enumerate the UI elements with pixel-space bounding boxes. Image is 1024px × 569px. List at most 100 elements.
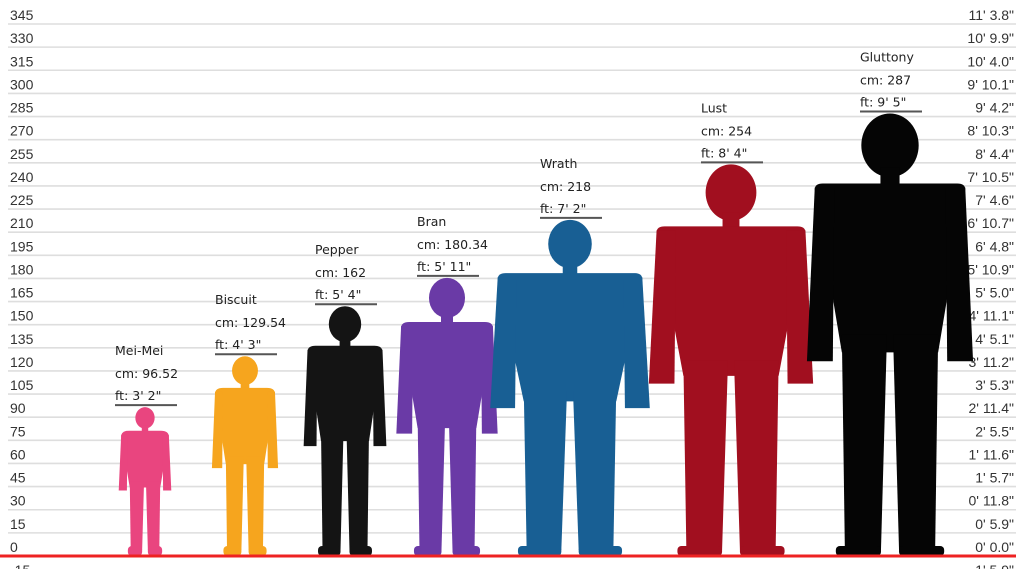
- right-tick-label: 0' 0.0": [975, 539, 1014, 555]
- right-foot: [248, 546, 267, 556]
- character-name: Biscuit: [215, 292, 257, 307]
- character-ft: ft: 9' 5": [860, 94, 906, 109]
- right-foot: [578, 546, 623, 556]
- right-tick-label: 3' 11.2": [968, 354, 1014, 370]
- left-tick-label: 90: [10, 400, 26, 416]
- character-cm: cm: 180.34: [417, 237, 488, 252]
- right-arm: [162, 434, 172, 491]
- silhouettes: [118, 113, 974, 556]
- neck: [562, 260, 578, 276]
- left-arm: [648, 230, 676, 384]
- character-name: Pepper: [315, 242, 359, 257]
- right-tick-label: 10' 9.9": [967, 30, 1014, 46]
- left-tick-label: 150: [10, 308, 34, 324]
- left-tick-label: 315: [10, 53, 34, 69]
- right-foot: [452, 546, 481, 556]
- neck: [880, 167, 900, 187]
- head: [135, 407, 155, 429]
- right-tick-label: 4' 11.1": [968, 308, 1014, 324]
- left-tick-label: 270: [10, 123, 34, 139]
- character-labels: Mei-Mei cm: 96.52 ft: 3' 2" Biscuit cm: 129.…: [115, 49, 922, 407]
- right-tick-label: 5' 5.0": [975, 285, 1014, 301]
- label-biscuit: Biscuit cm: 129.54 ft: 4' 3": [215, 292, 286, 356]
- character-ft: ft: 4' 3": [215, 337, 261, 352]
- character-cm: cm: 162: [315, 265, 366, 280]
- right-tick-label: 0' 5.9": [975, 516, 1014, 532]
- left-tick-label: 345: [10, 7, 34, 23]
- label-wrath: Wrath cm: 218 ft: 7' 2": [540, 156, 602, 219]
- right-arm: [945, 187, 974, 362]
- right-tick-label: 11' 3.8": [968, 7, 1014, 23]
- left-arm: [118, 434, 128, 491]
- label-mei-mei: Mei-Mei cm: 96.52 ft: 3' 2": [115, 343, 178, 407]
- neck: [440, 311, 454, 324]
- left-tick-label: 105: [10, 377, 34, 393]
- right-foot: [147, 546, 163, 556]
- left-leg: [523, 387, 568, 550]
- left-leg: [841, 334, 887, 550]
- right-tick-label: 4' 5.1": [975, 331, 1014, 347]
- right-arm: [623, 277, 650, 409]
- torso: [307, 345, 383, 442]
- right-leg: [893, 334, 939, 550]
- silhouette-pepper: [303, 306, 387, 556]
- right-foot: [349, 546, 372, 556]
- left-tick-label: 15: [10, 516, 26, 532]
- left-tick-label: 210: [10, 215, 34, 231]
- right-tick-label: 3' 5.3": [975, 377, 1014, 393]
- left-leg: [321, 431, 344, 550]
- right-foot: [739, 546, 785, 556]
- left-leg: [225, 456, 244, 550]
- head: [428, 277, 466, 318]
- right-tick-label: 1' 11.6": [968, 446, 1014, 462]
- left-tick-label: -15: [10, 562, 30, 569]
- right-tick-label: 9' 4.2": [975, 100, 1014, 116]
- left-arm: [490, 277, 517, 409]
- silhouette-lust: [648, 164, 814, 556]
- right-tick-label: 8' 10.3": [967, 123, 1014, 139]
- silhouette-mei-mei: [118, 407, 172, 556]
- left-foot: [517, 546, 562, 556]
- right-tick-label: 2' 5.5": [975, 423, 1014, 439]
- left-arm: [806, 187, 835, 362]
- left-tick-label: 135: [10, 331, 34, 347]
- right-arm: [267, 391, 279, 469]
- right-leg: [448, 416, 477, 550]
- right-tick-label: 5' 10.9": [967, 261, 1014, 277]
- head: [548, 219, 592, 269]
- neck: [339, 336, 351, 348]
- right-foot: [899, 546, 945, 556]
- torso: [814, 183, 966, 353]
- left-tick-label: 225: [10, 192, 34, 208]
- head: [861, 113, 919, 178]
- left-arm: [303, 349, 318, 447]
- character-cm: cm: 287: [860, 72, 911, 87]
- left-tick-label: 30: [10, 493, 26, 509]
- right-tick-label: 7' 10.5": [967, 169, 1014, 185]
- right-tick-label: 7' 4.6": [975, 192, 1014, 208]
- character-cm: cm: 218: [540, 179, 591, 194]
- neck: [722, 212, 740, 230]
- character-name: Lust: [701, 100, 727, 115]
- character-ft: ft: 5' 11": [417, 259, 471, 274]
- right-tick-label: 2' 11.4": [968, 400, 1014, 416]
- silhouette-biscuit: [211, 356, 279, 556]
- silhouette-gluttony: [806, 113, 974, 556]
- head: [328, 306, 362, 343]
- head: [705, 164, 757, 221]
- right-tick-label: 6' 10.7": [967, 215, 1014, 231]
- character-ft: ft: 5' 4": [315, 287, 361, 302]
- left-tick-label: 240: [10, 169, 34, 185]
- right-arm: [786, 230, 814, 384]
- character-ft: ft: 7' 2": [540, 201, 586, 216]
- character-cm: cm: 96.52: [115, 366, 178, 381]
- right-tick-label: 6' 4.8": [975, 238, 1014, 254]
- left-tick-label: 330: [10, 30, 34, 46]
- character-name: Gluttony: [860, 49, 914, 64]
- character-name: Wrath: [540, 156, 577, 171]
- right-arm: [372, 349, 387, 447]
- character-ft: ft: 3' 2": [115, 388, 161, 403]
- left-foot: [223, 546, 242, 556]
- left-arm: [211, 391, 223, 469]
- right-tick-label: 1' 5.7": [975, 470, 1014, 486]
